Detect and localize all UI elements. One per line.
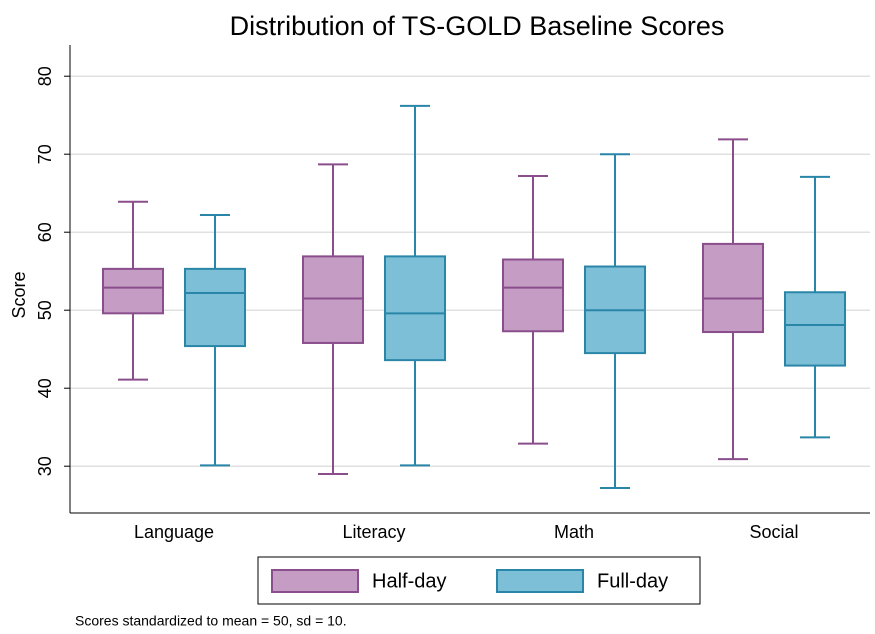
chart-title: Distribution of TS-GOLD Baseline Scores	[230, 11, 725, 41]
box	[102, 267, 164, 315]
note: Scores standardized to mean = 50, sd = 1…	[75, 613, 347, 629]
x-tick-label: Language	[134, 522, 214, 542]
box	[784, 291, 846, 367]
y-tick-label: 60	[35, 222, 55, 242]
y-tick-label: 40	[35, 378, 55, 398]
y-axis-label: Score	[9, 271, 29, 318]
box	[702, 242, 764, 334]
y-tick-label: 30	[35, 456, 55, 476]
x-tick-label: Social	[749, 522, 798, 542]
x-tick-label: Math	[554, 522, 594, 542]
y-tick-label: 50	[35, 300, 55, 320]
legend-swatch	[496, 569, 584, 593]
box	[184, 267, 246, 348]
box	[502, 258, 564, 333]
y-tick-label: 80	[35, 66, 55, 86]
legend-label: Full-day	[597, 570, 668, 592]
legend-swatch	[271, 569, 359, 593]
legend-label: Half-day	[372, 570, 446, 592]
legend-frame	[257, 556, 701, 605]
box	[384, 255, 446, 362]
y-tick-label: 70	[35, 144, 55, 164]
x-tick-label: Literacy	[342, 522, 405, 542]
box	[302, 255, 364, 344]
